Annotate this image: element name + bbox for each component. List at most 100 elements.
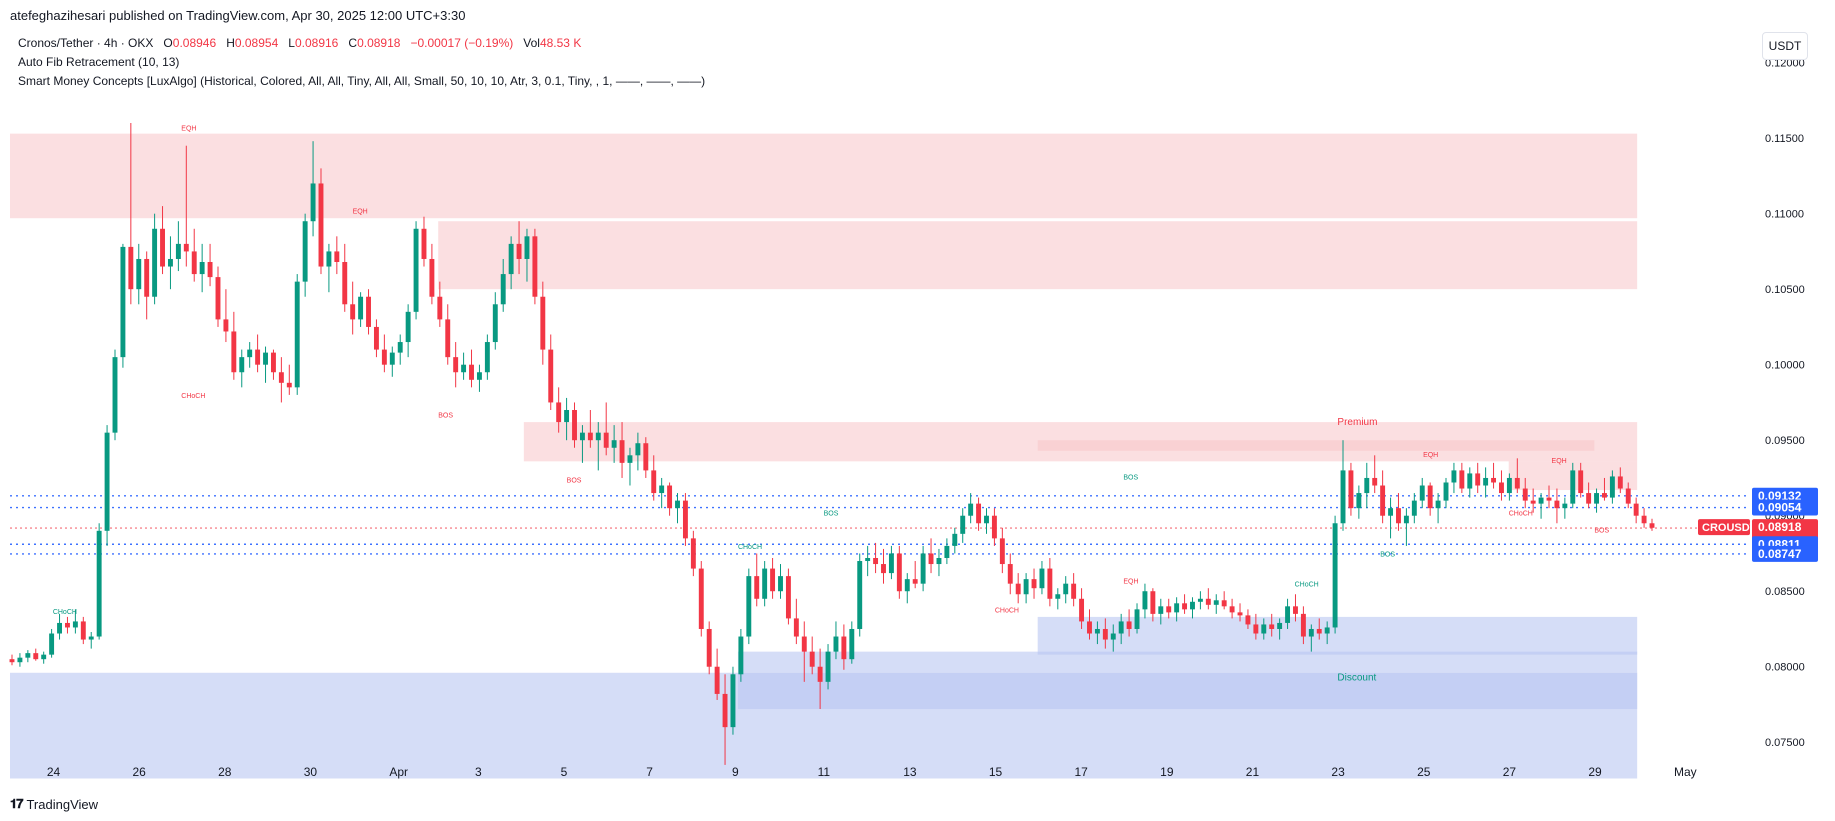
candle xyxy=(1293,594,1298,622)
candle-body xyxy=(72,621,78,628)
candle-body xyxy=(445,319,451,358)
candle xyxy=(675,493,680,524)
candle-body xyxy=(706,628,712,667)
candle-body xyxy=(1182,603,1188,610)
candle-body xyxy=(1546,497,1552,501)
smc-label: EQH xyxy=(353,209,368,216)
candle xyxy=(334,236,340,275)
candle xyxy=(1071,573,1077,607)
candle-body xyxy=(1126,621,1132,629)
smc-label: BOS xyxy=(1380,551,1395,558)
candle-body xyxy=(603,432,609,448)
candle xyxy=(1609,470,1615,504)
candle-body xyxy=(366,296,371,327)
time-tick-label: May xyxy=(1674,765,1697,779)
candle-body xyxy=(104,432,110,531)
candle xyxy=(437,281,443,327)
candle xyxy=(1110,624,1116,652)
candle xyxy=(524,228,530,282)
candle-body xyxy=(263,352,268,365)
candle xyxy=(952,527,958,554)
time-tick-label: 13 xyxy=(903,765,917,779)
candle-body xyxy=(1617,476,1623,489)
candle xyxy=(928,538,934,574)
candle-body xyxy=(1102,628,1108,640)
candle xyxy=(96,523,102,640)
candle xyxy=(1134,603,1140,634)
candle xyxy=(429,243,435,305)
tradingview-logo-icon: 𝟏𝟕 xyxy=(10,796,24,811)
candle xyxy=(595,422,601,471)
candle xyxy=(1403,508,1409,546)
time-tick-label: 23 xyxy=(1331,765,1345,779)
supply-zone xyxy=(10,133,1638,219)
candle-body xyxy=(1459,470,1465,489)
candle-body xyxy=(1633,503,1639,516)
candle xyxy=(698,561,704,637)
low-value: 0.08916 xyxy=(294,36,339,50)
candle-body xyxy=(1205,598,1211,605)
candle xyxy=(508,236,514,290)
candle xyxy=(421,216,427,267)
candle-body xyxy=(1324,627,1330,634)
currency-button[interactable]: USDT xyxy=(1762,32,1808,60)
candle-body xyxy=(318,183,324,267)
candle-body xyxy=(1514,477,1520,489)
candle-body xyxy=(770,568,776,592)
price-tick-label: 0.07500 xyxy=(1765,737,1805,749)
candle-body xyxy=(286,382,292,388)
candle-body xyxy=(1435,500,1441,509)
candle xyxy=(1055,588,1061,610)
tradingview-brand[interactable]: 𝟏𝟕 TradingView xyxy=(10,796,98,812)
candle-body xyxy=(1285,606,1291,623)
candle xyxy=(1023,573,1029,604)
candle xyxy=(1554,488,1560,524)
candle xyxy=(1649,518,1655,531)
candle xyxy=(17,653,23,667)
candle-body xyxy=(310,183,316,222)
candle xyxy=(263,346,268,383)
candle-body xyxy=(1396,508,1401,524)
candle-body xyxy=(579,432,585,441)
candle xyxy=(690,530,696,577)
candle xyxy=(239,349,245,388)
symbol-title[interactable]: Cronos/Tether · 4h · OKX xyxy=(18,36,154,50)
candle xyxy=(1197,591,1203,610)
candle-body xyxy=(1388,508,1394,516)
candle-body xyxy=(350,304,356,320)
candle-body xyxy=(532,236,538,297)
candle xyxy=(849,621,855,664)
candle xyxy=(991,508,997,546)
candle xyxy=(247,342,253,368)
price-tick-label: 0.11000 xyxy=(1765,209,1804,221)
price-axis: 0.12000 0.11500 0.11000 0.10500 0.10000 0.095… xyxy=(1765,58,1805,750)
candle-body xyxy=(461,364,467,373)
fib-price-tag xyxy=(1752,545,1818,562)
candle xyxy=(389,346,395,377)
close-value: 0.08918 xyxy=(357,36,401,50)
candle xyxy=(25,650,31,663)
candle-body xyxy=(1079,598,1085,622)
candle xyxy=(936,548,942,577)
candle xyxy=(1641,508,1647,528)
time-tick-label: 24 xyxy=(47,765,61,779)
candle xyxy=(1530,488,1536,513)
volume-label: Vol xyxy=(523,36,540,50)
time-tick-label: 21 xyxy=(1246,765,1260,779)
candle-body xyxy=(516,243,522,259)
smc-label: Discount xyxy=(1337,672,1376,683)
candle xyxy=(904,573,910,604)
candle-body xyxy=(698,568,704,629)
candle-body xyxy=(1451,470,1457,483)
price-tick-label: 0.08000 xyxy=(1765,662,1805,674)
candle xyxy=(548,334,554,410)
indicator-smc[interactable]: Smart Money Concepts [LuxAlgo] (Historic… xyxy=(18,74,706,88)
candle xyxy=(1237,603,1243,622)
indicator-fib[interactable]: Auto Fib Retracement (10, 13) xyxy=(18,55,180,69)
candle xyxy=(270,349,276,380)
candle-body xyxy=(49,633,55,655)
smc-label: Premium xyxy=(1337,417,1377,428)
candle-body xyxy=(984,515,989,524)
candle xyxy=(1538,493,1544,519)
